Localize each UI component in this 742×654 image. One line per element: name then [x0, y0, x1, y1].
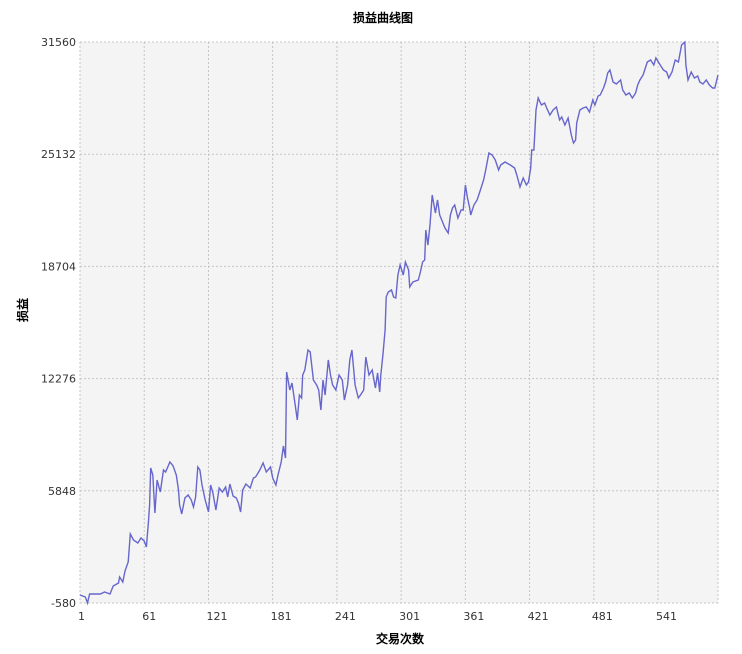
x-axis-label: 交易次数: [376, 631, 425, 646]
x-tick-label: 361: [463, 610, 484, 623]
x-tick-label: 1: [78, 610, 85, 623]
x-tick-label: 181: [271, 610, 292, 623]
gridlines: [79, 41, 719, 604]
x-tick-label: 421: [528, 610, 549, 623]
x-axis-ticks: 1 61 121 181 241 301 361 421 481 541: [78, 610, 677, 623]
plot-area: [80, 42, 718, 603]
y-axis-ticks: -580 5848 12276 18704 25132 31560: [41, 36, 76, 610]
y-axis-label: 损益: [15, 298, 30, 322]
y-tick-label: 31560: [41, 36, 76, 49]
y-tick-label: 12276: [41, 373, 76, 386]
series-line-profit-loss: [79, 40, 719, 606]
y-tick-label: -580: [51, 597, 76, 610]
x-tick-label: 541: [656, 610, 677, 623]
x-tick-label: 301: [399, 610, 420, 623]
y-tick-label: 5848: [48, 485, 76, 498]
chart-title: 损益曲线图: [353, 10, 413, 25]
x-tick-label: 121: [206, 610, 227, 623]
y-tick-label: 25132: [41, 148, 76, 161]
x-tick-label: 61: [142, 610, 156, 623]
x-tick-label: 481: [592, 610, 613, 623]
y-tick-label: 18704: [41, 260, 76, 273]
x-tick-label: 241: [335, 610, 356, 623]
